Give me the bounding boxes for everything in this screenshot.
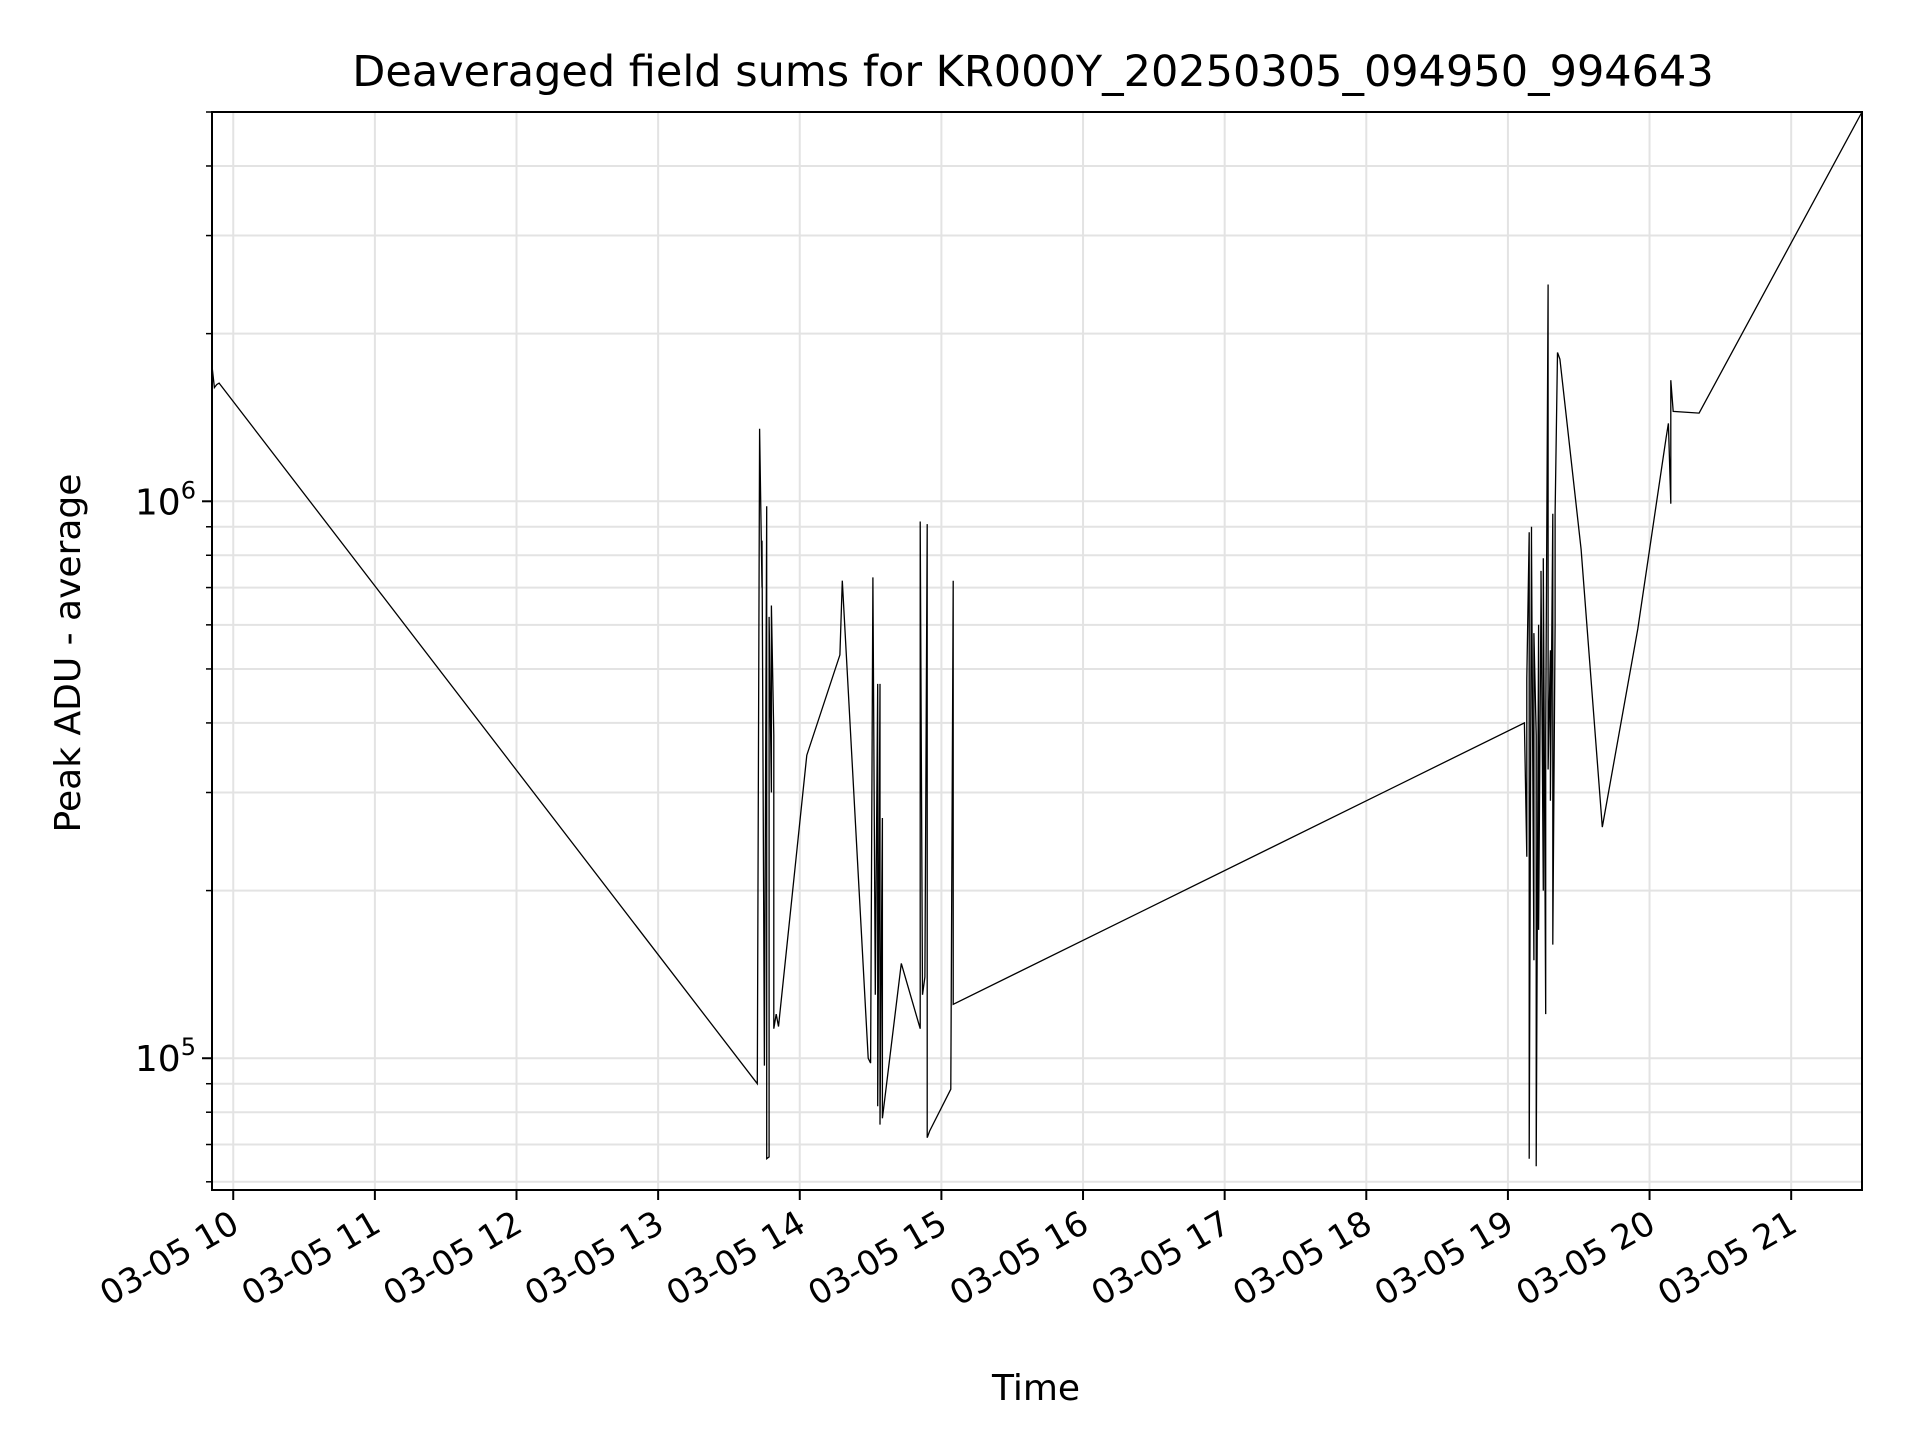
y-axis: 105 106 — [135, 111, 212, 1183]
series-line — [211, 111, 1863, 1167]
chart-title: Deaveraged field sums for KR000Y_2025030… — [352, 47, 1714, 97]
y-tick-label: 105 — [135, 1033, 196, 1080]
data-series-layer — [211, 111, 1863, 1167]
y-tick-label: 106 — [135, 476, 196, 523]
x-axis-label: Time — [991, 1368, 1080, 1409]
y-axis-label: Peak ADU - average — [48, 474, 89, 833]
plot-area-frame — [211, 111, 1863, 1191]
grid — [212, 111, 1862, 1190]
